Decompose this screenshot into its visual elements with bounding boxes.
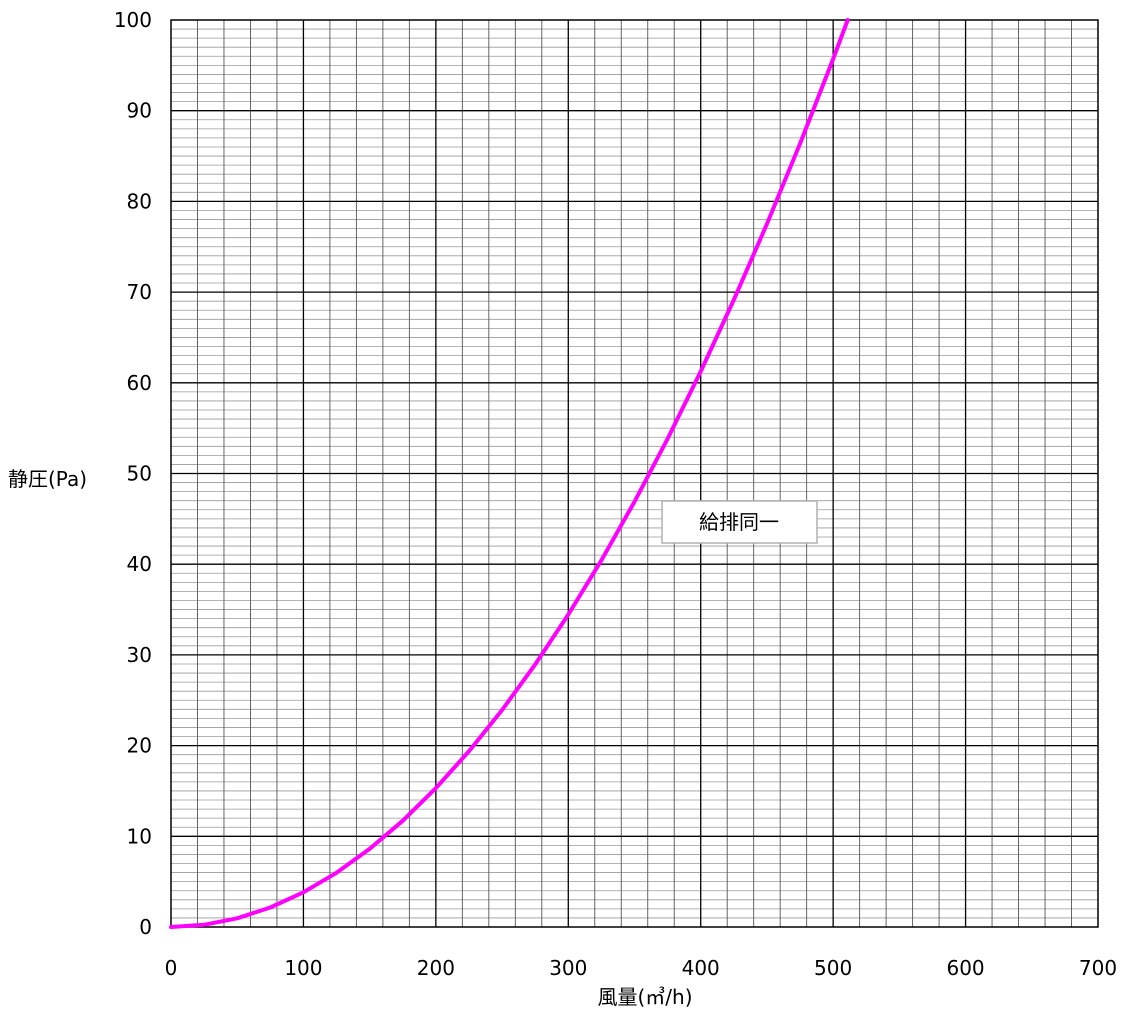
y-tick-label: 30 [127, 643, 152, 667]
x-tick-labels: 0 100 200 300 400 500 600 700 [165, 956, 1117, 980]
x-tick-label: 100 [284, 956, 322, 980]
y-tick-label: 90 [127, 99, 152, 123]
y-tick-label: 70 [127, 280, 152, 304]
series-line [169, 18, 850, 929]
major-grid [171, 20, 1098, 927]
x-tick-label: 500 [814, 956, 852, 980]
y-axis-label: 静圧(Pa) [8, 467, 87, 491]
x-tick-label: 0 [165, 956, 178, 980]
y-tick-label: 0 [139, 915, 152, 939]
y-tick-label: 80 [127, 189, 152, 213]
plot-frame [170, 19, 1099, 928]
annotation-label: 給排同一 [699, 510, 779, 534]
x-tick-label: 600 [946, 956, 984, 980]
y-tick-label: 40 [127, 552, 152, 576]
y-tick-label: 10 [127, 824, 152, 848]
annotation-box: 給排同一 [661, 500, 818, 544]
y-tick-label: 60 [127, 371, 152, 395]
y-tick-label: 100 [114, 8, 152, 32]
x-axis-label: 風量(㎥/h) [597, 985, 692, 1009]
x-tick-label: 700 [1079, 956, 1117, 980]
x-tick-label: 400 [682, 956, 720, 980]
y-tick-label: 50 [127, 462, 152, 486]
y-tick-labels: 0 10 20 30 40 50 60 70 80 90 100 [114, 8, 152, 939]
x-tick-label: 300 [549, 956, 587, 980]
x-tick-label: 200 [417, 956, 455, 980]
y-tick-label: 20 [127, 734, 152, 758]
series-layer [169, 18, 850, 929]
